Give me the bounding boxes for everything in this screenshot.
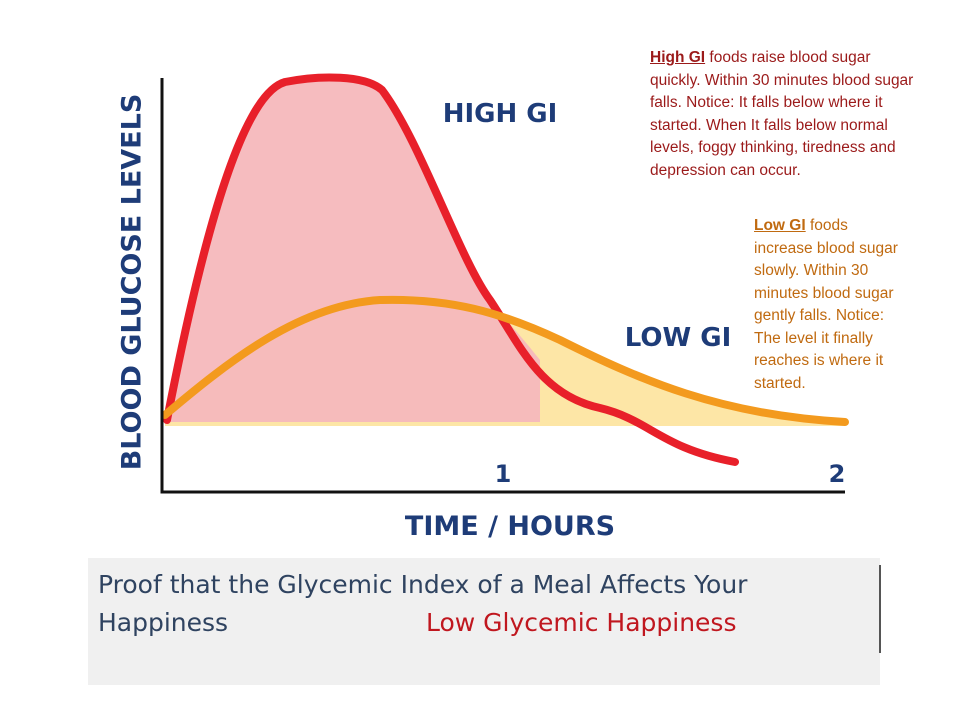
note-text: foods increase blood sugar slowly. Withi… — [754, 217, 898, 392]
caption-line: Proof that the Glycemic Index of a Meal … — [98, 570, 748, 599]
axes — [160, 78, 845, 494]
note-lead: Low GI — [754, 217, 806, 234]
note-text: foods raise blood sugar quickly. Within … — [650, 49, 914, 179]
curve-label: LOW GI — [625, 323, 732, 353]
curve-label: HIGH GI — [443, 99, 558, 129]
x-axis-label: TIME / HOURS — [405, 511, 615, 542]
note-lead: High GI — [650, 49, 706, 66]
x-tick-label: 1 — [495, 460, 512, 488]
caption-bar — [879, 565, 881, 653]
high-gi-curve — [163, 73, 739, 466]
low-gi-note: Low GI foods increase blood sugar slowly… — [754, 215, 904, 395]
low-gi-curve — [161, 295, 849, 426]
caption-highlight: Low Glycemic Happiness — [426, 608, 737, 637]
high-gi-note: High GI foods raise blood sugar quickly.… — [650, 47, 925, 182]
y-axis-label: BLOOD GLUCOSE LEVELS — [117, 94, 148, 471]
caption-box: Proof that the Glycemic Index of a Meal … — [88, 558, 880, 685]
caption-line: Happiness — [98, 608, 229, 637]
x-tick-label: 2 — [829, 460, 846, 488]
high-gi-area — [167, 77, 540, 424]
